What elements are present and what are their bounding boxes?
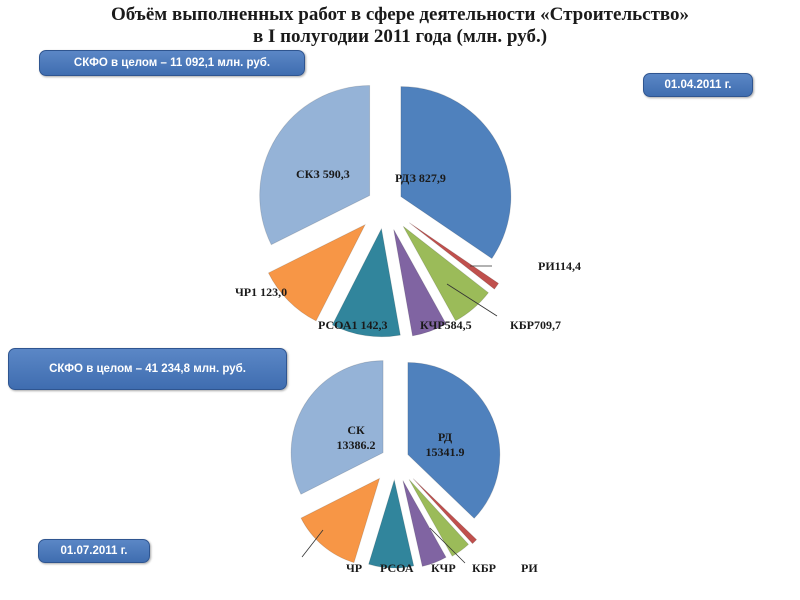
date-badge-h1-text: 01.07.2011 г. (60, 545, 128, 557)
pie-2-slice-rsoa (368, 478, 415, 569)
pie-2-slice-kchr (402, 480, 447, 567)
chart-title: Объём выполненных работ в сфере деятельн… (0, 4, 800, 48)
pie-2-label-rd: РД 15341.9 (426, 430, 465, 459)
pie-1-label-ri: РИ114,4 (538, 259, 581, 273)
chart-title-line2: в I полугодии 2011 года (млн. руб.) (252, 26, 548, 47)
pie-1-slice-rd (400, 86, 512, 260)
pie-1-label-kbr: КБР709,7 (510, 318, 561, 332)
pie-2-slice-rd (407, 362, 501, 519)
pie-1-label-kchr: КЧР584,5 (420, 318, 472, 332)
total-badge-q1-text: СКФО в целом – 11 092,1 млн. руб. (73, 57, 271, 69)
pie-2-label-sk: СК 13386.2 (337, 423, 376, 452)
pie-2-label-kbr: КБР (472, 561, 496, 575)
pie-1-label-chr: ЧР1 123,0 (235, 285, 287, 299)
pie-1-slice-rsoa (331, 227, 401, 338)
pie-1-slice-ri (408, 222, 500, 290)
pie-chart-1: РДЗ 827,9 РИ114,4 КБР709,7 КЧР584,5 РСОА1 14… (235, 85, 581, 338)
pie-1-slice-kchr (393, 229, 447, 337)
pie-1-slice-chr (267, 223, 367, 322)
pie-2-label-chr: ЧР (346, 561, 362, 575)
date-badge-q1-text: 01.04.2011 г. (664, 79, 732, 91)
pie-1-leader-kbr (446, 283, 498, 317)
pie-2-slice-sk (290, 360, 384, 495)
date-badge-q1: 01.04.2011 г. (643, 73, 753, 97)
pie-2-label-rsoa: РСОА (380, 561, 414, 575)
pie-2-label-ri: РИ (521, 561, 538, 575)
chart-title-line1: Объём выполненных работ в сфере деятельн… (110, 4, 690, 25)
pie-2-slice-kbr (408, 479, 470, 557)
pie-1-label-rsoa: РСОА1 142,3 (318, 318, 388, 332)
pie-2-slice-chr (300, 477, 381, 564)
total-badge-q1: СКФО в целом – 11 092,1 млн. руб. (39, 50, 305, 76)
pie-1-slice-sk (259, 85, 371, 246)
total-badge-h1: СКФО в целом – 41 234,8 млн. руб. (8, 348, 287, 390)
pie-2-label-kchr: КЧР (431, 561, 456, 575)
total-badge-h1-text: СКФО в целом – 41 234,8 млн. руб. (49, 363, 246, 375)
date-badge-h1: 01.07.2011 г. (38, 539, 150, 563)
pie-1-label-sk: СКЗ 590,3 (296, 167, 350, 181)
pie-chart-2: РД 15341.9 РИ КБР КЧР РСОА ЧР СК 13386.2 (290, 360, 538, 575)
pie-2-leader-kbr (429, 527, 466, 564)
pie-1-label-rd: РДЗ 827,9 (395, 171, 446, 185)
pie-2-leader-chr (301, 529, 324, 558)
pie-2-slice-ri (412, 478, 478, 545)
